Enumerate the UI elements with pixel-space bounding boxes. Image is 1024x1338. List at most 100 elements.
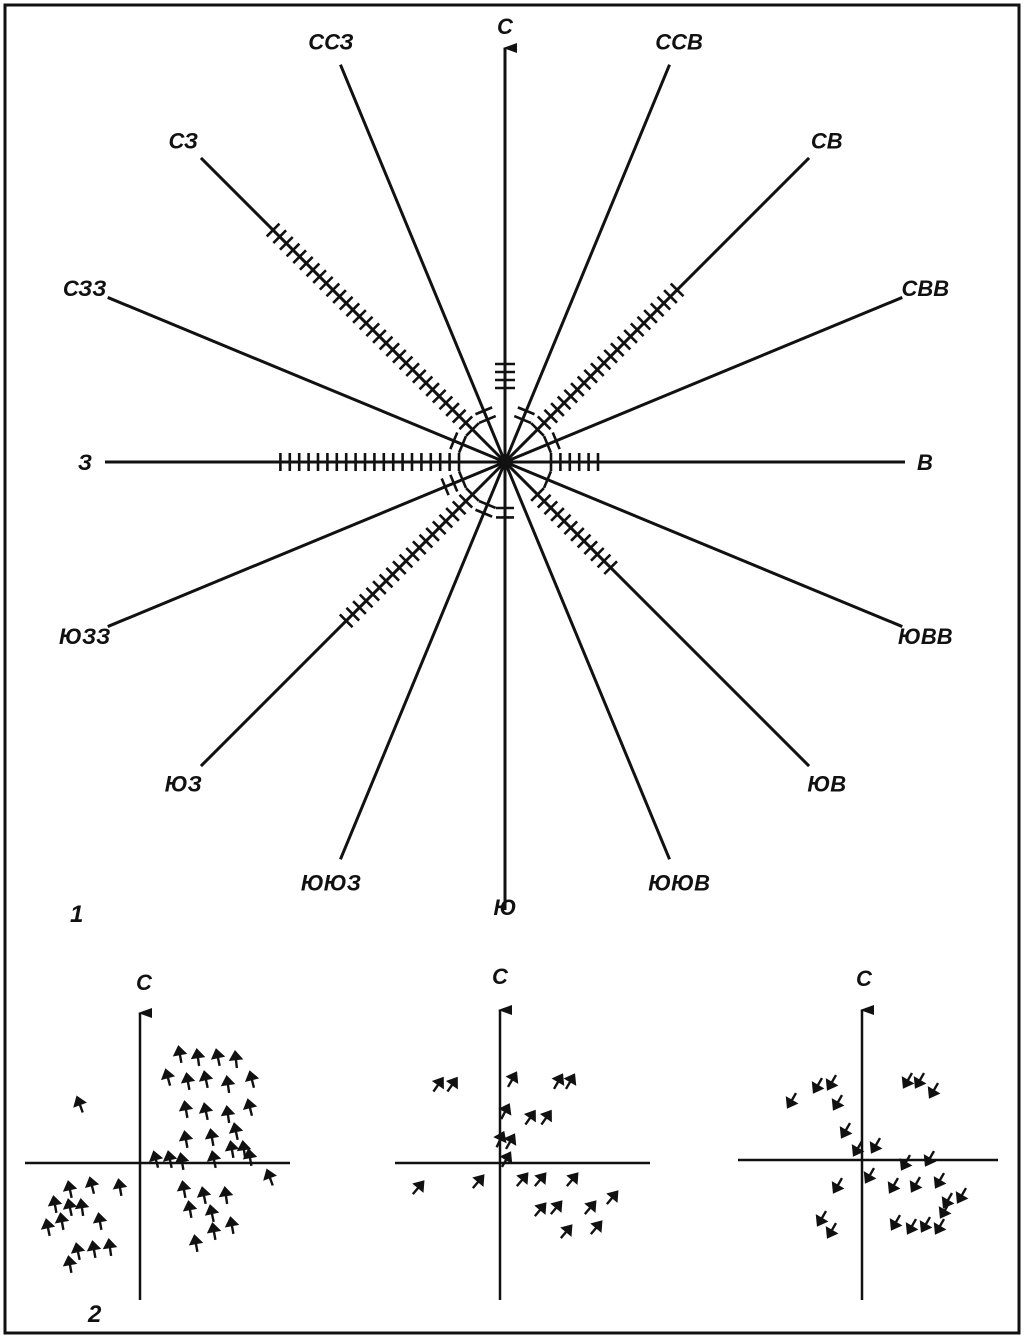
panel-c-arrow: [811, 1077, 825, 1094]
rose-tick-nw: [392, 349, 407, 364]
panel-a-arrow: [206, 1150, 222, 1169]
panel-a-arrow: [196, 1186, 212, 1205]
rose-tick-nw: [325, 282, 341, 298]
panel-a-arrow: [220, 1075, 236, 1094]
panel-a-arrow: [62, 1198, 78, 1217]
panel-b-arrow: [583, 1200, 597, 1215]
rose-tick-ne: [570, 382, 585, 397]
rose-tick-ne: [656, 295, 672, 311]
panel-a-arrow: [54, 1212, 70, 1231]
rose-label-e: В: [917, 450, 933, 475]
panel-a-arrow: [74, 1198, 90, 1217]
panel-c-arrow: [923, 1150, 937, 1167]
rose-tick-nw: [365, 322, 381, 338]
rose-tick-se: [596, 553, 612, 569]
panel-a-arrow: [62, 1255, 78, 1274]
panel-b-arrow: [499, 1151, 513, 1168]
panel-b-arrow: [533, 1202, 547, 1217]
panel-c-arrow: [831, 1177, 845, 1194]
rose-tick-nw: [279, 236, 294, 251]
panel-b-arrow: [431, 1076, 444, 1093]
rose-label-nee: СВВ: [902, 276, 950, 301]
rose-tick-sw: [398, 553, 414, 569]
rose-tick-sw: [445, 507, 460, 522]
rose-tick-sw: [345, 606, 361, 622]
panel-b-arrow: [493, 1130, 507, 1148]
rose-ray-nee: [504, 296, 903, 464]
rose-tick-ne: [616, 335, 632, 351]
panel-a-arrow: [92, 1212, 108, 1231]
panel-a-arrow: [204, 1204, 220, 1223]
rose-tick-nw: [425, 382, 440, 397]
rose-ray-nww: [107, 296, 506, 464]
panel-b-arrow: [411, 1180, 425, 1195]
panel-a-arrow: [148, 1150, 164, 1169]
panel-a-arrow: [188, 1234, 204, 1253]
panel-a-north-label: С: [136, 970, 153, 995]
rose-tick-sw: [451, 500, 467, 516]
panel-a-arrow: [178, 1130, 194, 1149]
rose-tick-nw: [451, 408, 467, 424]
panel-c-arrow: [899, 1154, 913, 1171]
panel-a-arrow: [162, 1150, 178, 1169]
rose-label-nww: СЗЗ: [63, 276, 107, 301]
panel-c-arrow: [955, 1187, 969, 1204]
rose-tick-se: [590, 547, 605, 562]
rose-tick-ne: [556, 395, 572, 411]
rose-tick-ne: [583, 369, 598, 384]
panel-b-arrow: [503, 1133, 517, 1150]
panel-a-arrow: [174, 1152, 190, 1171]
panel-a-arrow: [242, 1148, 258, 1167]
panel-a-arrow: [178, 1100, 194, 1119]
rose-tick-nw: [465, 422, 480, 437]
panel-a-arrow: [242, 1098, 258, 1117]
rose-tick-nw: [445, 402, 460, 417]
panel-a-arrow: [86, 1240, 102, 1259]
rose-tick-se: [570, 527, 585, 542]
panel-a-arrow: [47, 1195, 63, 1214]
rose-north-label: С: [497, 14, 514, 39]
rose-tick-nw: [272, 229, 287, 244]
rose-center: [500, 457, 510, 467]
rose-ray-nnw: [339, 64, 507, 463]
rose-tick-sw: [392, 560, 407, 575]
rose-tick-nw: [438, 395, 454, 411]
rose-tick-se: [550, 507, 565, 522]
panel-b-arrow: [498, 1103, 512, 1120]
panel-c-arrow: [887, 1177, 901, 1194]
rose-tick-sw: [378, 573, 394, 589]
panel-b-arrow: [605, 1190, 619, 1205]
rose-tick-nne: [513, 414, 532, 425]
rose-tick-nww: [449, 431, 459, 450]
panel-b-arrow: [523, 1109, 536, 1126]
panel-b-arrow: [539, 1109, 552, 1126]
rose-tick-see: [542, 470, 553, 489]
rose-tick-nw: [345, 302, 361, 318]
panel-b-arrow: [471, 1174, 485, 1189]
panel-a-arrow: [73, 1095, 87, 1113]
rose-tick-sw: [431, 520, 447, 536]
panel-b-arrow: [589, 1220, 603, 1235]
rose-label-w: З: [78, 450, 92, 475]
panel-a-arrows: [40, 1045, 277, 1274]
panel-c-arrow: [831, 1094, 845, 1111]
panel-c-arrow: [815, 1210, 829, 1227]
panel-c-arrow: [869, 1137, 883, 1154]
rose-frequency-ticks: [265, 222, 685, 629]
rose-tick-sw: [385, 567, 400, 582]
panel-c-arrow: [825, 1222, 839, 1239]
panel-b-arrow: [551, 1073, 565, 1090]
panel-a-arrow: [228, 1049, 244, 1069]
rose-ray-sww: [107, 460, 506, 628]
rose-tick-se: [536, 493, 552, 509]
rose-tick-nw: [299, 256, 314, 271]
panel-b-arrow: [549, 1200, 563, 1215]
panel-b-arrow: [563, 1073, 577, 1090]
rose-ray-se: [503, 460, 811, 768]
rose-tick-se: [556, 513, 572, 529]
rose-label-nne: ССВ: [655, 30, 703, 55]
rose-ray-nne: [503, 64, 671, 463]
rose-tick-ne: [669, 282, 685, 298]
panel-a-arrow: [70, 1242, 86, 1261]
rose-tick-nw: [352, 309, 367, 324]
